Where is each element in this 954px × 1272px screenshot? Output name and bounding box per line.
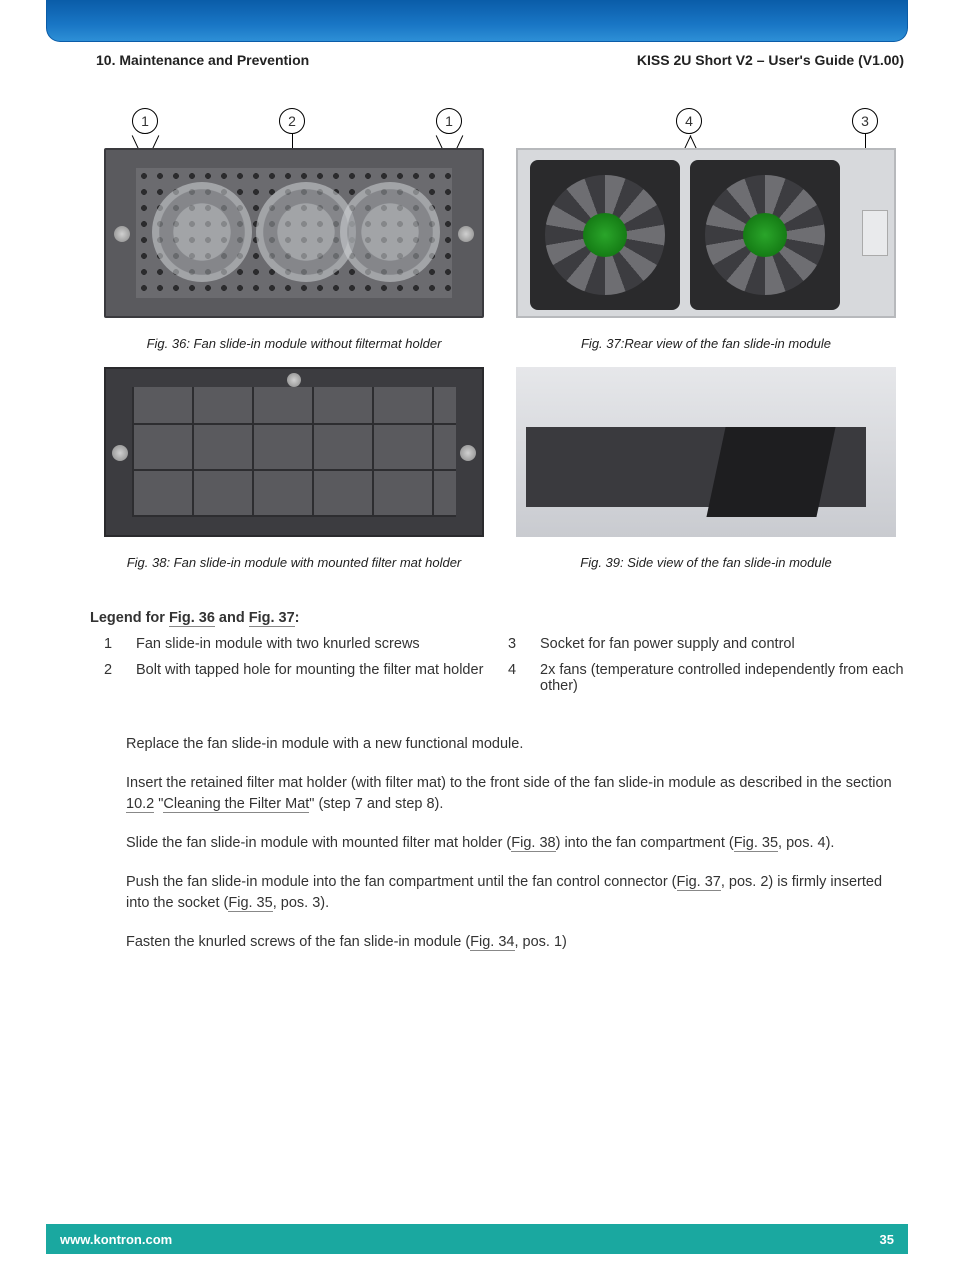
callout-4: 4: [676, 108, 702, 134]
step-4a: Push the fan slide-in module into the fa…: [126, 874, 677, 890]
fig37-caption: Fig. 37:Rear view of the fan slide-in mo…: [508, 336, 904, 351]
page-number: 35: [880, 1232, 894, 1247]
section-title: 10. Maintenance and Prevention: [96, 52, 309, 68]
step-2: Insert the retained filter mat holder (w…: [126, 773, 894, 815]
legend-title-mid: and: [215, 610, 249, 626]
legend-text-2: Bolt with tapped hole for mounting the f…: [136, 662, 500, 694]
figure-38: Fig. 38: Fan slide-in module with mounte…: [96, 367, 492, 570]
fig36-caption: Fig. 36: Fan slide-in module without fil…: [96, 336, 492, 351]
figure-36: 1 2 1 Fig. 36: Fan slide-in module witho…: [96, 148, 492, 351]
legend-ref-36[interactable]: Fig. 36: [169, 610, 215, 627]
link-fig34[interactable]: Fig. 34: [470, 934, 514, 951]
fig37-image: [516, 148, 896, 318]
legend-num-1: 1: [104, 636, 128, 652]
step-5b: , pos. 1): [515, 934, 567, 950]
legend-title-pre: Legend for: [90, 610, 169, 626]
step-4: Push the fan slide-in module into the fa…: [126, 872, 894, 914]
legend-section: Legend for Fig. 36 and Fig. 37: 1 Fan sl…: [90, 610, 904, 694]
legend-num-2: 2: [104, 662, 128, 694]
page-header: 10. Maintenance and Prevention KISS 2U S…: [96, 52, 904, 68]
page-footer: www.kontron.com 35: [46, 1224, 908, 1254]
fig39-caption: Fig. 39: Side view of the fan slide-in m…: [508, 555, 904, 570]
legend-text-1: Fan slide-in module with two knurled scr…: [136, 636, 500, 652]
callout-1b: 1: [436, 108, 462, 134]
callout-1: 1: [132, 108, 158, 134]
fig39-image: [516, 367, 896, 537]
link-fig37[interactable]: Fig. 37: [677, 874, 721, 891]
legend-text-3: Socket for fan power supply and control: [540, 636, 904, 652]
fig38-caption: Fig. 38: Fan slide-in module with mounte…: [96, 555, 492, 570]
document-title: KISS 2U Short V2 – User's Guide (V1.00): [637, 52, 904, 68]
legend-title: Legend for Fig. 36 and Fig. 37:: [90, 610, 904, 626]
legend-ref-37[interactable]: Fig. 37: [249, 610, 295, 627]
step-3c: , pos. 4).: [778, 835, 834, 851]
step-4c: , pos. 3).: [273, 895, 329, 911]
link-cleaning-filter-mat[interactable]: Cleaning the Filter Mat: [163, 796, 309, 813]
fig36-image: [104, 148, 484, 318]
link-fig35-b[interactable]: Fig. 35: [228, 895, 272, 912]
step-5: Fasten the knurled screws of the fan sli…: [126, 932, 894, 953]
legend-title-tail: :: [295, 610, 300, 626]
figure-39: Fig. 39: Side view of the fan slide-in m…: [508, 367, 904, 570]
link-fig35-a[interactable]: Fig. 35: [734, 835, 778, 852]
link-fig38[interactable]: Fig. 38: [511, 835, 555, 852]
legend-text-4: 2x fans (temperature controlled independ…: [540, 662, 904, 694]
step-3b: ) into the fan compartment (: [556, 835, 734, 851]
step-2a: Insert the retained filter mat holder (w…: [126, 775, 892, 791]
step-2b: " (step 7 and step 8).: [309, 796, 443, 812]
instruction-steps: Replace the fan slide-in module with a n…: [126, 734, 894, 953]
figure-grid: 1 2 1 Fig. 36: Fan slide-in module witho…: [96, 148, 904, 570]
step-5a: Fasten the knurled screws of the fan sli…: [126, 934, 470, 950]
top-banner: [46, 0, 908, 42]
fig38-image: [104, 367, 484, 537]
link-10-2[interactable]: 10.2: [126, 796, 154, 813]
step-3: Slide the fan slide-in module with mount…: [126, 833, 894, 854]
footer-url[interactable]: www.kontron.com: [60, 1232, 172, 1247]
callout-3: 3: [852, 108, 878, 134]
step-3a: Slide the fan slide-in module with mount…: [126, 835, 511, 851]
legend-num-3: 3: [508, 636, 532, 652]
step-1: Replace the fan slide-in module with a n…: [126, 734, 894, 755]
figure-37: 4 3 Fig. 37:Rear view of the fan slide-i…: [508, 148, 904, 351]
callout-2: 2: [279, 108, 305, 134]
legend-num-4: 4: [508, 662, 532, 694]
